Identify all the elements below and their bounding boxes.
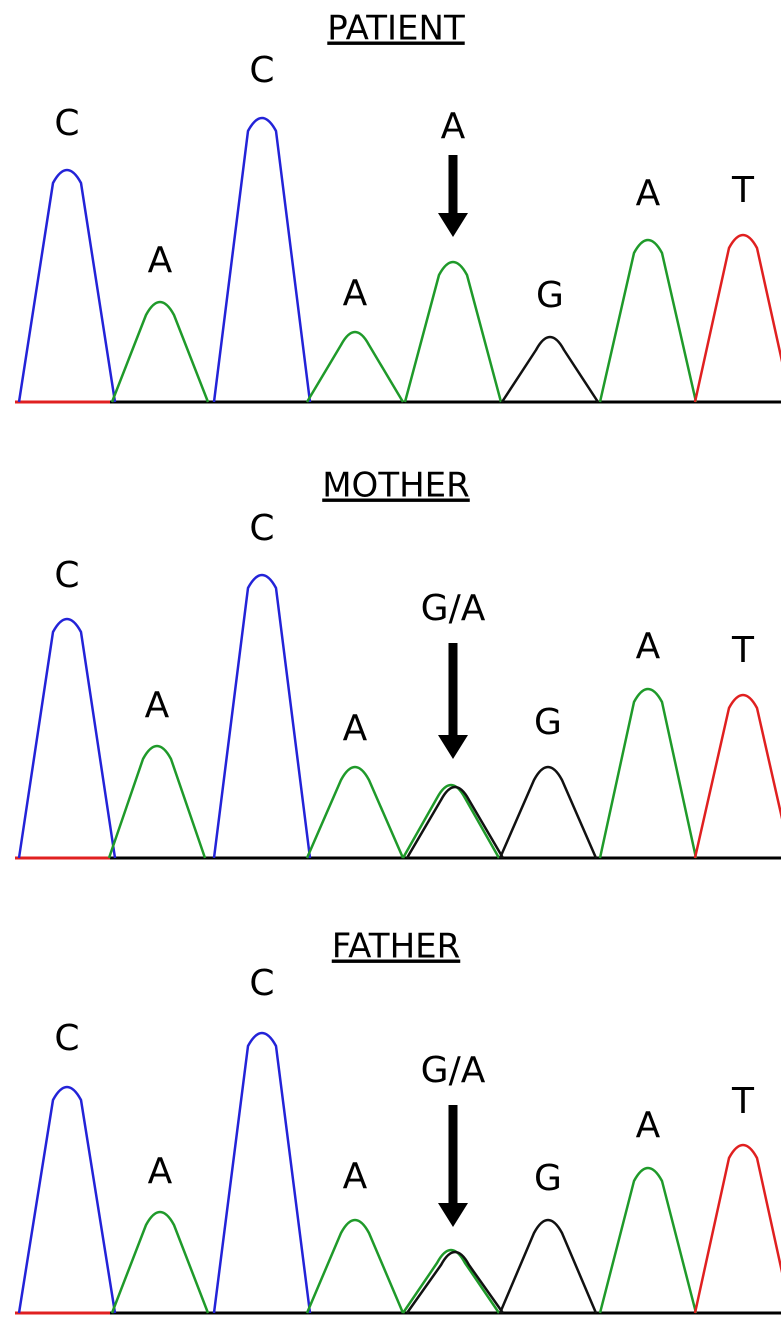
base-label: A [636, 626, 661, 667]
arrow-head [438, 735, 468, 759]
peak [214, 575, 310, 858]
peak [407, 787, 503, 858]
base-label: A [441, 106, 466, 147]
peak [109, 746, 205, 858]
base-label: C [249, 50, 274, 91]
arrow-head [438, 1203, 468, 1227]
peak [502, 337, 598, 402]
base-label: C [54, 103, 79, 144]
peak [112, 1212, 208, 1313]
chromatogram-figure: PATIENT C A C A A G A T MOTHER C A C A G/A G A T FATHER C A C… [0, 0, 781, 1317]
peak [500, 1220, 596, 1313]
peak [695, 695, 781, 858]
base-label: C [54, 1018, 79, 1059]
base-label: G [534, 702, 562, 743]
peak [214, 118, 310, 402]
peak [407, 1252, 503, 1313]
peak [19, 619, 115, 858]
peak [307, 332, 403, 402]
panel-title: FATHER [332, 927, 461, 967]
peak [695, 1145, 781, 1313]
base-label: A [343, 1156, 368, 1197]
base-label: G [534, 1158, 562, 1199]
base-label: T [731, 630, 755, 671]
base-label: A [343, 708, 368, 749]
base-label: G [536, 275, 564, 316]
base-label: C [249, 963, 274, 1004]
peak [19, 170, 115, 402]
peak [600, 689, 696, 858]
base-label: A [148, 240, 173, 281]
peak [600, 1168, 696, 1313]
base-label: A [636, 173, 661, 214]
peak [307, 767, 403, 858]
peak [695, 235, 781, 402]
base-label: T [731, 170, 755, 211]
peak [500, 767, 596, 858]
base-label: G/A [421, 588, 486, 629]
base-label: A [343, 273, 368, 314]
panel-title: PATIENT [327, 9, 465, 49]
base-label: A [148, 1151, 173, 1192]
base-label: C [249, 508, 274, 549]
peak [307, 1220, 403, 1313]
peak [405, 262, 501, 402]
base-label: A [636, 1105, 661, 1146]
peak [19, 1087, 115, 1313]
peak [214, 1033, 310, 1313]
panel-title: MOTHER [322, 466, 470, 506]
base-label: G/A [421, 1050, 486, 1091]
peak [600, 240, 696, 402]
base-label: C [54, 555, 79, 596]
peak [403, 1250, 499, 1313]
base-label: T [731, 1081, 755, 1122]
peak [403, 785, 499, 858]
peak [112, 302, 208, 402]
arrow-head [438, 213, 468, 237]
base-label: A [145, 685, 170, 726]
